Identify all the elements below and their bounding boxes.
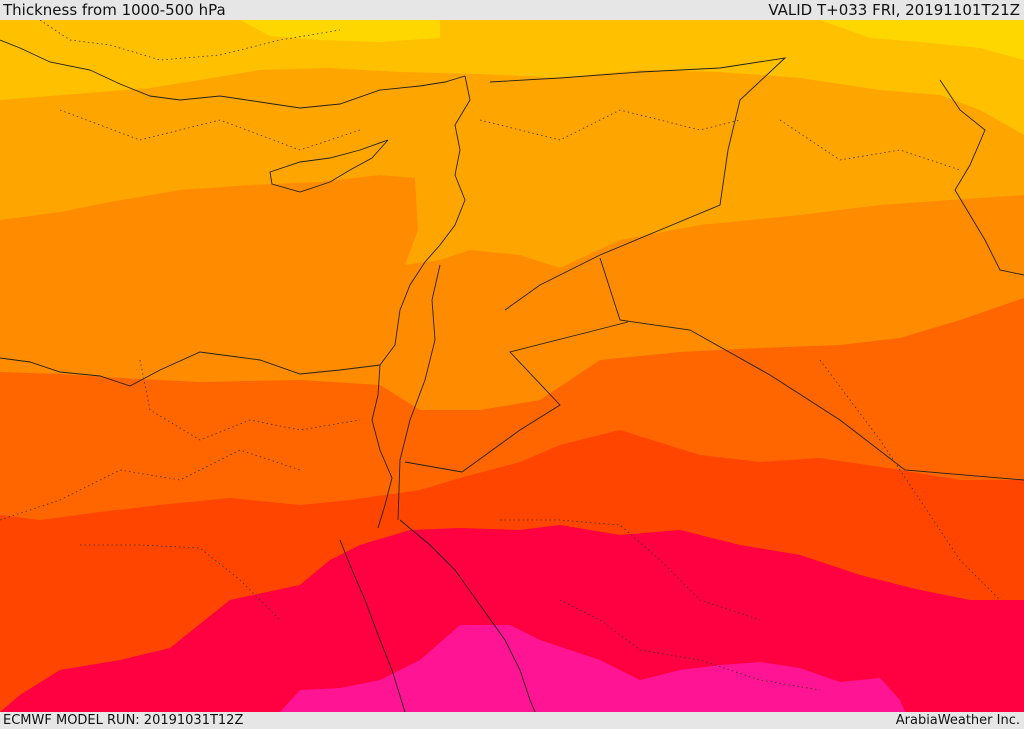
boundary-dotted-10 bbox=[39, 20, 341, 61]
boundary-dotted-8 bbox=[139, 359, 361, 441]
band-yellow bbox=[240, 20, 1024, 60]
boundary-dotted-2 bbox=[479, 109, 741, 141]
map-canvas bbox=[0, 20, 1024, 712]
credit-label: ArabiaWeather Inc. bbox=[895, 713, 1020, 728]
coastline-gulf-of-suez bbox=[371, 364, 393, 529]
coastline-anatolia bbox=[0, 39, 466, 109]
boundary-dotted-3 bbox=[779, 119, 961, 171]
boundary-dotted-5 bbox=[80, 544, 281, 621]
boundary-dotted-9 bbox=[559, 599, 821, 691]
band-magenta bbox=[280, 625, 905, 712]
coastline-north-africa bbox=[0, 351, 381, 387]
border-syria-iraq bbox=[489, 57, 787, 311]
coastline-persian-gulf bbox=[939, 79, 1024, 276]
boundary-dotted-6 bbox=[500, 519, 761, 621]
coastline-cyprus bbox=[269, 139, 389, 193]
map-title: Thickness from 1000-500 hPa bbox=[3, 1, 226, 19]
map-footer: ECMWF MODEL RUN: 20191031T12Z ArabiaWeat… bbox=[0, 712, 1024, 729]
thickness-map bbox=[0, 20, 1024, 712]
coastline-levant bbox=[379, 75, 471, 366]
coastline-red-sea-west bbox=[339, 539, 406, 712]
model-run-label: ECMWF MODEL RUN: 20191031T12Z bbox=[3, 713, 244, 728]
boundary-dotted-7 bbox=[819, 359, 1001, 601]
border-israel-jordan bbox=[397, 264, 441, 521]
boundary-dotted-1 bbox=[59, 109, 361, 151]
coastline-red-sea-east bbox=[399, 519, 536, 712]
admin-boundaries bbox=[0, 20, 1001, 691]
coastlines bbox=[0, 39, 1024, 712]
border-jordan-saudi bbox=[404, 321, 629, 473]
map-header: Thickness from 1000-500 hPa VALID T+033 … bbox=[0, 0, 1024, 20]
valid-time: VALID T+033 FRI, 20191101T21Z bbox=[768, 1, 1020, 19]
band-yellow-orange bbox=[0, 20, 1024, 135]
border-iraq-saudi bbox=[599, 257, 1024, 481]
